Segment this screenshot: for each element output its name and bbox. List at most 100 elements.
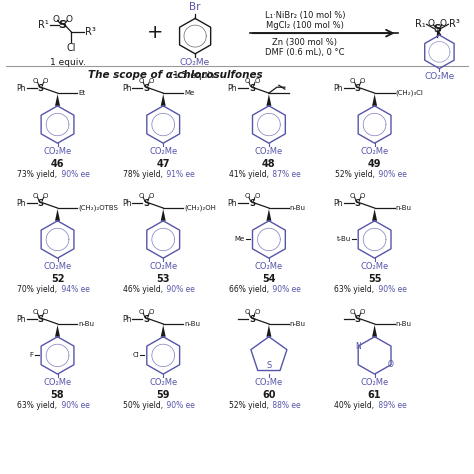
- Text: O: O: [148, 78, 154, 84]
- Text: 90% ee: 90% ee: [375, 170, 407, 179]
- Text: O: O: [244, 309, 250, 315]
- Polygon shape: [438, 28, 441, 35]
- Text: CO₂Me: CO₂Me: [255, 378, 283, 387]
- Text: 55: 55: [368, 274, 382, 284]
- Text: CO₂Me: CO₂Me: [149, 147, 177, 156]
- Text: CO₂Me: CO₂Me: [44, 378, 72, 387]
- Text: 73% yield,: 73% yield,: [18, 170, 57, 179]
- Polygon shape: [161, 209, 166, 221]
- Polygon shape: [266, 94, 272, 106]
- Text: R³: R³: [449, 19, 460, 29]
- Polygon shape: [55, 209, 60, 221]
- Text: O: O: [148, 193, 154, 199]
- Text: 53: 53: [156, 274, 170, 284]
- Text: (CH₂)₃Cl: (CH₂)₃Cl: [395, 90, 423, 96]
- Text: Ph: Ph: [228, 84, 237, 93]
- Text: Br: Br: [190, 1, 201, 11]
- Text: 58: 58: [51, 390, 64, 400]
- Text: O: O: [148, 309, 154, 315]
- Text: 60: 60: [262, 390, 276, 400]
- Text: 40% yield,: 40% yield,: [335, 401, 374, 410]
- Text: O: O: [254, 309, 260, 315]
- Text: 46% yield,: 46% yield,: [123, 285, 163, 294]
- Text: n-Bu: n-Bu: [290, 205, 306, 211]
- Text: R¹: R¹: [38, 20, 48, 30]
- Text: CO₂Me: CO₂Me: [44, 262, 72, 271]
- Text: O: O: [350, 78, 356, 84]
- Text: O: O: [350, 309, 356, 315]
- Text: 90% ee: 90% ee: [375, 285, 407, 294]
- Text: Ph: Ph: [122, 199, 131, 208]
- Text: 70% yield,: 70% yield,: [18, 285, 57, 294]
- Text: 88% ee: 88% ee: [270, 401, 301, 410]
- Text: 78% yield,: 78% yield,: [123, 170, 163, 179]
- Text: S: S: [143, 199, 149, 208]
- Text: O: O: [350, 193, 356, 199]
- Text: O: O: [33, 193, 38, 199]
- Text: 52% yield,: 52% yield,: [335, 170, 374, 179]
- Polygon shape: [266, 209, 272, 221]
- Text: S: S: [37, 199, 44, 208]
- Text: Ph: Ph: [228, 199, 237, 208]
- Polygon shape: [161, 94, 166, 106]
- Text: CO₂Me: CO₂Me: [149, 378, 177, 387]
- Text: CO₂Me: CO₂Me: [360, 147, 389, 156]
- Text: R³: R³: [85, 27, 96, 37]
- Text: Ph: Ph: [16, 199, 26, 208]
- Text: CO₂Me: CO₂Me: [360, 262, 389, 271]
- Text: 90% ee: 90% ee: [164, 401, 195, 410]
- Text: Cl: Cl: [67, 43, 76, 53]
- Polygon shape: [55, 94, 60, 106]
- Text: 52: 52: [51, 274, 64, 284]
- Text: O: O: [138, 78, 144, 84]
- Text: S: S: [37, 84, 44, 93]
- Text: t-Bu: t-Bu: [337, 237, 351, 243]
- Polygon shape: [372, 325, 377, 337]
- Text: O: O: [440, 19, 447, 28]
- Text: MgCl₂ (100 mol %): MgCl₂ (100 mol %): [266, 21, 344, 30]
- Text: O: O: [43, 78, 48, 84]
- Text: 59: 59: [156, 390, 170, 400]
- Text: S: S: [355, 84, 361, 93]
- Text: 41% yield,: 41% yield,: [229, 170, 269, 179]
- Polygon shape: [372, 94, 377, 106]
- Text: 1.5 equiv.: 1.5 equiv.: [173, 72, 218, 81]
- Text: Ph: Ph: [122, 315, 131, 324]
- Text: 47: 47: [156, 159, 170, 169]
- Text: Ph: Ph: [16, 84, 26, 93]
- Text: O: O: [388, 360, 394, 369]
- Text: 54: 54: [262, 274, 276, 284]
- Text: Zn (300 mol %): Zn (300 mol %): [272, 38, 337, 47]
- Text: n-Bu: n-Bu: [184, 321, 200, 327]
- Text: O: O: [33, 309, 38, 315]
- Text: 91% ee: 91% ee: [164, 170, 195, 179]
- Text: Ph: Ph: [122, 84, 131, 93]
- Text: O: O: [52, 15, 59, 24]
- Text: S: S: [249, 199, 255, 208]
- Text: 63% yield,: 63% yield,: [18, 401, 57, 410]
- Text: Cl: Cl: [133, 352, 139, 358]
- Text: S: S: [37, 315, 44, 324]
- Text: O: O: [244, 78, 250, 84]
- Text: 46: 46: [51, 159, 64, 169]
- Text: 52% yield,: 52% yield,: [229, 401, 269, 410]
- Text: O: O: [428, 19, 435, 28]
- Text: O: O: [360, 309, 365, 315]
- Text: 87% ee: 87% ee: [270, 170, 301, 179]
- Text: 1 equiv.: 1 equiv.: [50, 58, 85, 67]
- Text: Et: Et: [79, 90, 86, 96]
- Text: O: O: [360, 78, 365, 84]
- Polygon shape: [266, 325, 272, 337]
- Text: +: +: [147, 23, 164, 42]
- Text: O: O: [138, 309, 144, 315]
- Text: Ph: Ph: [333, 199, 343, 208]
- Text: Ph: Ph: [333, 84, 343, 93]
- Text: DMF (0.6 mL), 0 °C: DMF (0.6 mL), 0 °C: [265, 48, 345, 57]
- Text: O: O: [43, 193, 48, 199]
- Text: n-Bu: n-Bu: [290, 321, 306, 327]
- Text: L₁·NiBr₂ (10 mol %): L₁·NiBr₂ (10 mol %): [264, 11, 345, 20]
- Text: S: S: [355, 315, 361, 324]
- Text: 94% ee: 94% ee: [58, 285, 90, 294]
- Text: S: S: [143, 84, 149, 93]
- Text: The scope of α-chlorosulfones: The scope of α-chlorosulfones: [88, 70, 263, 80]
